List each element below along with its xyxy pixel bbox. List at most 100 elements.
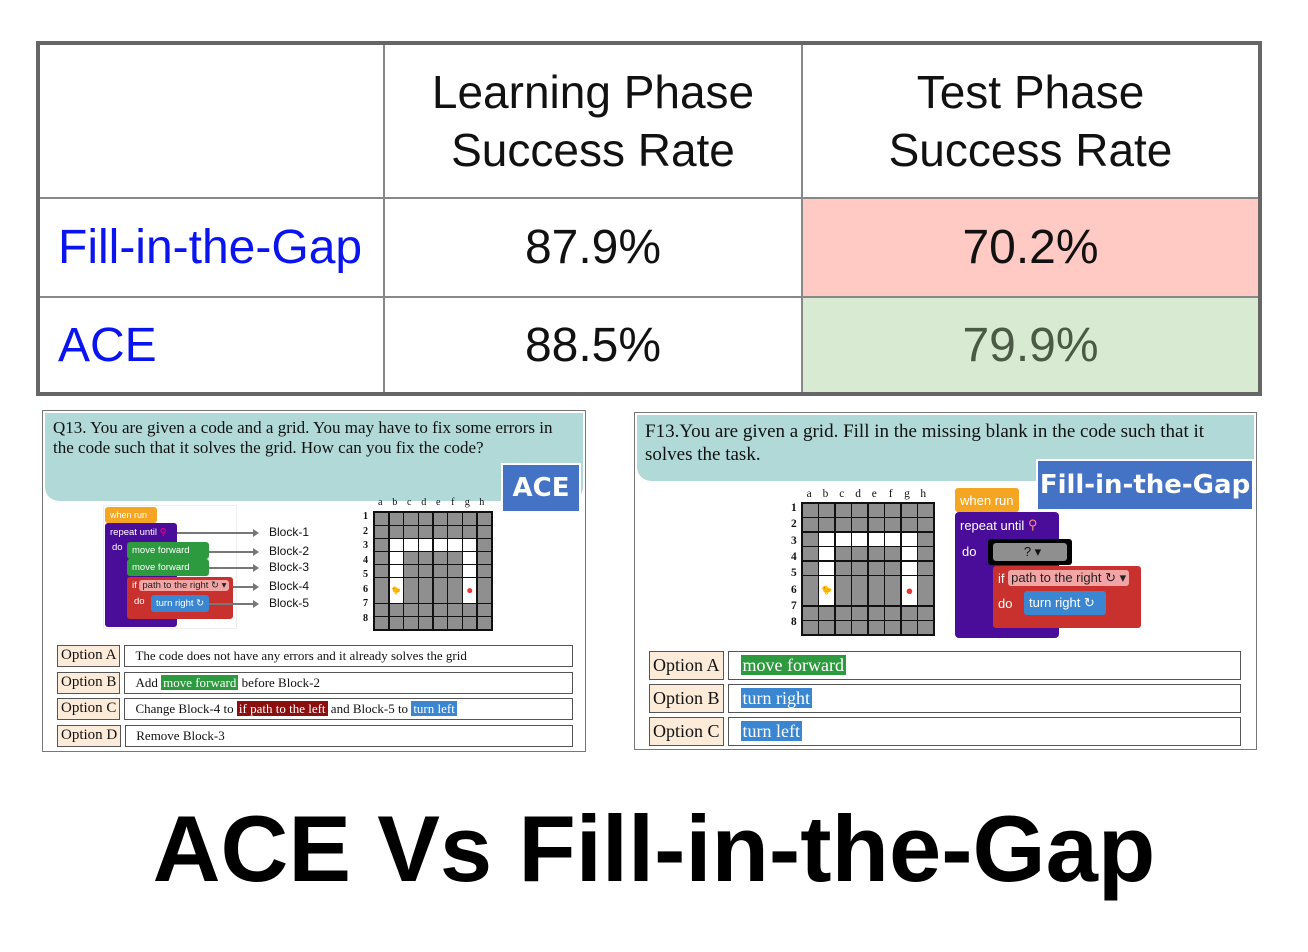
grid-cell [375,526,389,538]
grid: 🐤 ● [801,502,936,637]
grid-cell [918,606,934,620]
ace-badge: ACE [501,463,581,513]
option-key: Option B [649,684,724,713]
grid-col-label: g [464,497,470,508]
option-row[interactable]: Option D Remove Block-3 [57,724,573,747]
grid-cell [463,552,477,564]
blank-dropdown[interactable]: ? ▾ [993,543,1067,561]
header-line: Learning Phase [431,66,755,118]
grid-row-label: 6 [791,583,797,596]
goal-marker-icon: ● [901,576,917,606]
grid-cell [448,617,462,629]
option-key: Option D [57,724,122,747]
grid-cell [477,552,491,564]
header-test: Test Phase Success Rate [803,45,1258,199]
condition-dropdown: path to the right ↻ ▾ [139,580,230,591]
if-block: if path to the right ↻ ▾ [127,577,230,594]
code-highlight: turn left [740,721,802,741]
avatar-icon: 🐤 [389,578,403,603]
grid-cell [819,547,835,561]
option-key: Option A [649,651,724,680]
grid-cell [901,518,917,532]
do-label: do [134,596,145,607]
grid-cell [835,576,851,606]
grid-col-label: c [839,488,845,500]
grid-cell [885,606,901,620]
option-key: Option C [57,698,121,720]
grid-cell [852,532,868,546]
grid-cell [918,561,934,575]
grid-cell [448,552,462,564]
grid-cell [433,513,447,525]
grid-cell [463,539,477,551]
grid-cell [463,617,477,629]
grid-cell [835,547,851,561]
grid-cell [404,578,418,603]
grid-cell [419,552,433,564]
grid-cell [803,621,818,635]
option-text: Remove Block-3 [125,724,573,747]
grid-cell [404,552,418,564]
option-row[interactable]: Option B Add move forward before Block-2 [57,671,573,694]
option-text: move forward [727,651,1241,680]
grid-cell [803,606,818,620]
option-text: Add move forward before Block-2 [124,671,573,694]
grid-row-label: 3 [363,540,369,551]
grid-cell [404,565,418,577]
grid-col-label: a [378,497,383,508]
grid-cell [419,617,433,629]
option-row[interactable]: Option B turn right [649,684,1241,713]
ace-question: Q13. You are given a code and a grid. Yo… [45,413,583,501]
grid-cell [477,617,491,629]
grid-cell [419,526,433,538]
figure-title: ACE Vs Fill-in-the-Gap [152,796,1156,901]
grid-cell [404,617,418,629]
grid-cell [868,621,884,635]
fig-badge: Fill-in-the-Gap [1036,459,1254,511]
grid-cell [477,565,491,577]
block-label: Block-5 [269,596,310,610]
grid-row-label: 7 [791,599,797,612]
grid-cell [803,561,818,575]
grid-cell [835,504,851,517]
grid-cell [419,539,433,551]
turn-right-block: turn right ↻ [151,595,209,612]
grid-col-label: h [920,488,927,500]
grid-cell [918,547,934,561]
grid-cell [852,576,868,606]
grid-cell [448,565,462,577]
option-row[interactable]: Option A The code does not have any error… [57,645,573,667]
grid-cell [803,532,818,546]
grid-cell [819,518,835,532]
option-row[interactable]: Option C turn left [649,717,1241,746]
grid-cell [433,617,447,629]
grid-row-label: 4 [363,554,369,566]
grid-col-label: e [436,497,441,508]
grid-cell [448,526,462,538]
goal-marker-icon: ● [463,578,477,603]
ace-test: 79.9% [803,298,1258,392]
grid-cell [448,578,462,603]
grid-cell [477,513,491,525]
grid-row-label: 2 [363,525,369,537]
grid-cell [901,504,917,517]
grid-cell [852,504,868,517]
option-row[interactable]: Option A move forward [649,651,1241,680]
header-learning: Learning Phase Success Rate [385,45,803,199]
grid-cell [918,504,934,517]
repeat-until-block: repeat until ⚲ [960,517,1038,533]
avatar-icon: 🐤 [819,576,835,606]
header-line: Success Rate [888,124,1173,176]
grid-cell [389,539,403,551]
move-forward-block: move forward [127,542,209,559]
grid-cell [404,539,418,551]
grid: 🐤 ● [373,511,493,631]
option-row[interactable]: Option C Change Block-4 to if path to the… [57,698,573,720]
grid-cell [448,539,462,551]
grid-col-label: b [822,488,829,500]
grid-cell [868,547,884,561]
block-label: Block-1 [269,525,310,539]
grid-row-label: 6 [363,583,369,595]
do-label: do [112,542,123,553]
grid-col-label: d [855,488,861,500]
